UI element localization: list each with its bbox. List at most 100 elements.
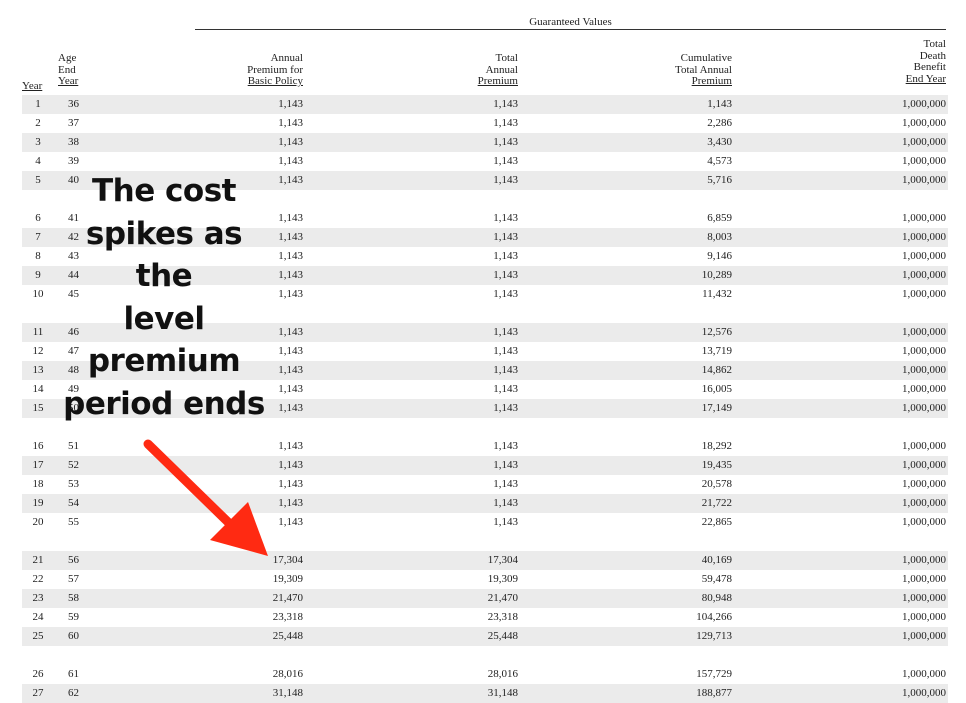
cell-year: 21 (32, 554, 44, 566)
header-cumulative-line-1: Cumulative (680, 52, 732, 64)
table-row: 17 52 1,143 1,143 19,435 1,000,000 (22, 456, 948, 475)
cell-death-benefit: 1,000,000 (902, 668, 946, 680)
cell-year: 16 (32, 440, 44, 452)
cell-cumulative-premium: 12,576 (701, 326, 732, 338)
table-row: 10 45 1,143 1,143 11,432 1,000,000 (22, 285, 948, 304)
table-row: 21 56 17,304 17,304 40,169 1,000,000 (22, 551, 948, 570)
cell-year: 1 (35, 98, 41, 110)
table-row: 15 50 1,143 1,143 17,149 1,000,000 (22, 399, 948, 418)
cell-cumulative-premium: 17,149 (701, 402, 732, 414)
cell-death-benefit: 1,000,000 (902, 288, 946, 300)
cell-cumulative-premium: 4,573 (707, 155, 732, 167)
cell-year: 12 (32, 345, 44, 357)
cell-age: 58 (68, 592, 79, 604)
cell-age: 43 (68, 250, 79, 262)
table-row: 5 40 1,143 1,143 5,716 1,000,000 (22, 171, 948, 190)
cell-total-premium: 1,143 (493, 459, 518, 471)
cell-age: 50 (68, 402, 79, 414)
cell-death-benefit: 1,000,000 (902, 592, 946, 604)
callout-line: the (135, 258, 193, 294)
cell-total-premium: 1,143 (493, 212, 518, 224)
guaranteed-values-title: Guaranteed Values (529, 16, 612, 28)
cell-death-benefit: 1,000,000 (902, 364, 946, 376)
cell-cumulative-premium: 59,478 (701, 573, 732, 585)
cell-annual-premium: 21,470 (272, 592, 303, 604)
cell-age: 48 (68, 364, 79, 376)
cell-total-premium: 31,148 (487, 687, 518, 699)
cell-total-premium: 1,143 (493, 383, 518, 395)
header-cumulative-line-2: Total Annual (675, 63, 732, 76)
cell-cumulative-premium: 21,722 (701, 497, 732, 509)
table-row: 25 60 25,448 25,448 129,713 1,000,000 (22, 627, 948, 646)
table-row: 18 53 1,143 1,143 20,578 1,000,000 (22, 475, 948, 494)
cell-age: 57 (68, 573, 79, 585)
cell-age: 37 (68, 117, 79, 129)
header-death-line-4: End Year (905, 72, 946, 85)
cell-age: 54 (68, 497, 79, 509)
cell-cumulative-premium: 22,865 (701, 516, 732, 528)
header-cumulative: Cumulative Total Annual Premium (675, 52, 732, 88)
cell-year: 10 (32, 288, 44, 300)
cell-annual-premium: 1,143 (278, 269, 303, 281)
header-death-line-2: Death (919, 49, 946, 62)
cell-total-premium: 1,143 (493, 402, 518, 414)
table-row: 8 43 1,143 1,143 9,146 1,000,000 (22, 247, 948, 266)
cell-annual-premium: 1,143 (278, 516, 303, 528)
cell-age: 52 (68, 459, 79, 471)
table-row: 16 51 1,143 1,143 18,292 1,000,000 (22, 437, 948, 456)
cell-death-benefit: 1,000,000 (902, 630, 946, 642)
cell-death-benefit: 1,000,000 (902, 478, 946, 490)
callout-line: premium (87, 343, 241, 379)
cell-cumulative-premium: 3,430 (707, 136, 732, 148)
cell-death-benefit: 1,000,000 (902, 174, 946, 186)
table-row: 9 44 1,143 1,143 10,289 1,000,000 (22, 266, 948, 285)
cell-total-premium: 1,143 (493, 98, 518, 110)
table-row: 24 59 23,318 23,318 104,266 1,000,000 (22, 608, 948, 627)
callout-line: period ends (63, 385, 265, 422)
cell-death-benefit: 1,000,000 (902, 687, 946, 699)
cell-death-benefit: 1,000,000 (902, 250, 946, 262)
cell-death-benefit: 1,000,000 (902, 573, 946, 585)
cell-cumulative-premium: 2,286 (707, 117, 732, 129)
cell-death-benefit: 1,000,000 (902, 326, 946, 338)
cell-death-benefit: 1,000,000 (902, 516, 946, 528)
table-row: 23 58 21,470 21,470 80,948 1,000,000 (22, 589, 948, 608)
cell-annual-premium: 1,143 (278, 231, 303, 243)
cell-total-premium: 1,143 (493, 440, 518, 452)
cell-cumulative-premium: 1,143 (707, 98, 732, 110)
table-row: 22 57 19,309 19,309 59,478 1,000,000 (22, 570, 948, 589)
cell-death-benefit: 1,000,000 (902, 402, 946, 414)
cell-age: 59 (68, 611, 79, 623)
cell-year: 23 (32, 592, 44, 604)
cell-year: 7 (35, 231, 41, 243)
cell-total-premium: 1,143 (493, 155, 518, 167)
cell-cumulative-premium: 157,729 (696, 668, 732, 680)
cell-annual-premium: 1,143 (278, 136, 303, 148)
cell-annual-premium: 23,318 (272, 611, 303, 623)
cell-year: 14 (32, 383, 44, 395)
cell-age: 47 (68, 345, 79, 357)
table-row: 7 42 1,143 1,143 8,003 1,000,000 (22, 228, 948, 247)
table-row: 3 38 1,143 1,143 3,430 1,000,000 (22, 133, 948, 152)
cell-cumulative-premium: 80,948 (701, 592, 732, 604)
cell-age: 38 (68, 136, 79, 148)
cell-death-benefit: 1,000,000 (902, 136, 946, 148)
cell-death-benefit: 1,000,000 (902, 497, 946, 509)
cell-total-premium: 1,143 (493, 326, 518, 338)
title-rule (195, 29, 946, 30)
header-death-line-3: Benefit (913, 61, 946, 73)
cell-cumulative-premium: 104,266 (696, 611, 732, 623)
cell-total-premium: 1,143 (493, 269, 518, 281)
callout-line: level (123, 300, 205, 337)
cell-cumulative-premium: 19,435 (701, 459, 732, 471)
cell-age: 36 (68, 98, 79, 110)
header-total-premium: Total Annual Premium (478, 52, 518, 88)
cell-total-premium: 1,143 (493, 250, 518, 262)
cell-cumulative-premium: 9,146 (707, 250, 732, 262)
cell-age: 41 (68, 212, 79, 224)
cell-age: 39 (68, 155, 79, 167)
cell-total-premium: 1,143 (493, 231, 518, 243)
cell-age: 46 (68, 326, 79, 338)
cell-total-premium: 1,143 (493, 497, 518, 509)
cell-age: 53 (68, 478, 79, 490)
